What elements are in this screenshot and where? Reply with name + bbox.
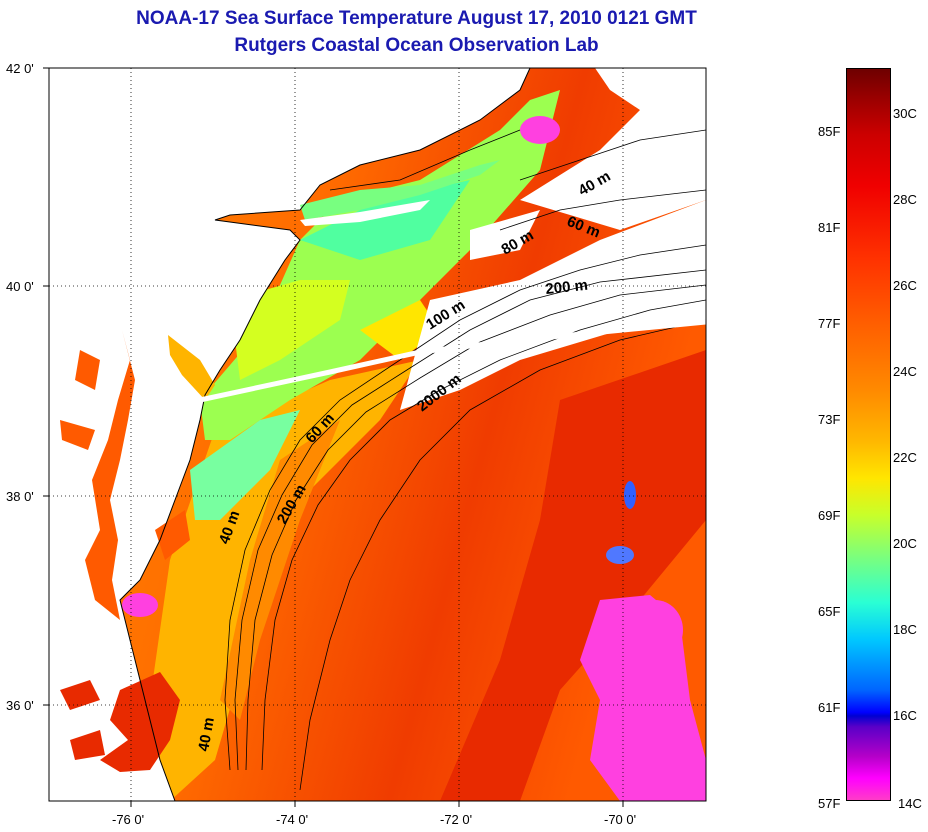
lat-label: 40 0' <box>6 279 34 294</box>
lon-label: -76 0' <box>112 812 145 827</box>
coastline <box>119 68 531 801</box>
lat-label: 42 0' <box>6 61 34 76</box>
colorbar-f-label: 77F <box>818 316 841 331</box>
delaware-bay <box>168 335 215 400</box>
cloud-cover <box>400 200 706 410</box>
colorbar-f-label: 69F <box>818 508 841 523</box>
lon-label: -72 0' <box>440 812 473 827</box>
land <box>49 68 530 801</box>
gulf-stream <box>440 350 706 801</box>
colorbar-c-label: 16C <box>893 708 917 723</box>
bathymetry-contours <box>224 129 706 791</box>
map-frame <box>48 67 707 802</box>
lat-label: 38 0' <box>6 489 34 504</box>
graticule <box>49 68 706 801</box>
colorbar-f-label: 81F <box>818 220 841 235</box>
colorbar-f-label: 57F <box>818 796 841 811</box>
colorbar-c-label: 26C <box>893 278 917 293</box>
chesapeake-bay <box>85 330 135 620</box>
lat-label: 36 0' <box>6 698 34 713</box>
colorbar-c-label: 20C <box>893 536 917 551</box>
colorbar-c-label: 30C <box>893 106 917 121</box>
ship-track <box>199 319 706 403</box>
map-title: NOAA-17 Sea Surface Temperature August 1… <box>136 8 697 29</box>
lon-label: -74 0' <box>276 812 309 827</box>
colorbar-c-label: 18C <box>893 622 917 637</box>
colorbar-f-label: 61F <box>818 700 841 715</box>
colorbar <box>846 68 891 801</box>
colorbar-f-label: 85F <box>818 124 841 139</box>
colorbar-f-label: 73F <box>818 412 841 427</box>
colorbar-c-label: 28C <box>893 192 917 207</box>
map-subtitle: Rutgers Coastal Ocean Observation Lab <box>234 35 599 56</box>
colorbar-c-label: 22C <box>893 450 917 465</box>
contour-label: 40 m <box>195 716 218 753</box>
contour-label: 200 m <box>545 277 589 298</box>
colorbar-c-label: 24C <box>893 364 917 379</box>
colorbar-f-label: 65F <box>818 604 841 619</box>
lon-label: -70 0' <box>604 812 637 827</box>
long-island-sound <box>300 160 500 220</box>
colorbar-c-label: 14C <box>898 796 922 811</box>
pamlico-sound <box>100 672 180 772</box>
